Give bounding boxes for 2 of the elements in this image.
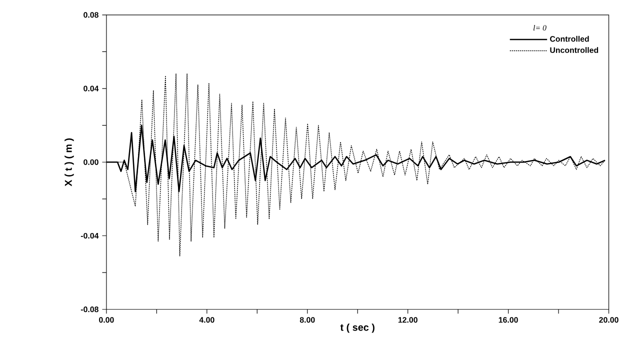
x-axis-title: t ( sec ) — [340, 324, 374, 333]
y-axis-title: X ( t ) ( m ) — [64, 138, 74, 186]
